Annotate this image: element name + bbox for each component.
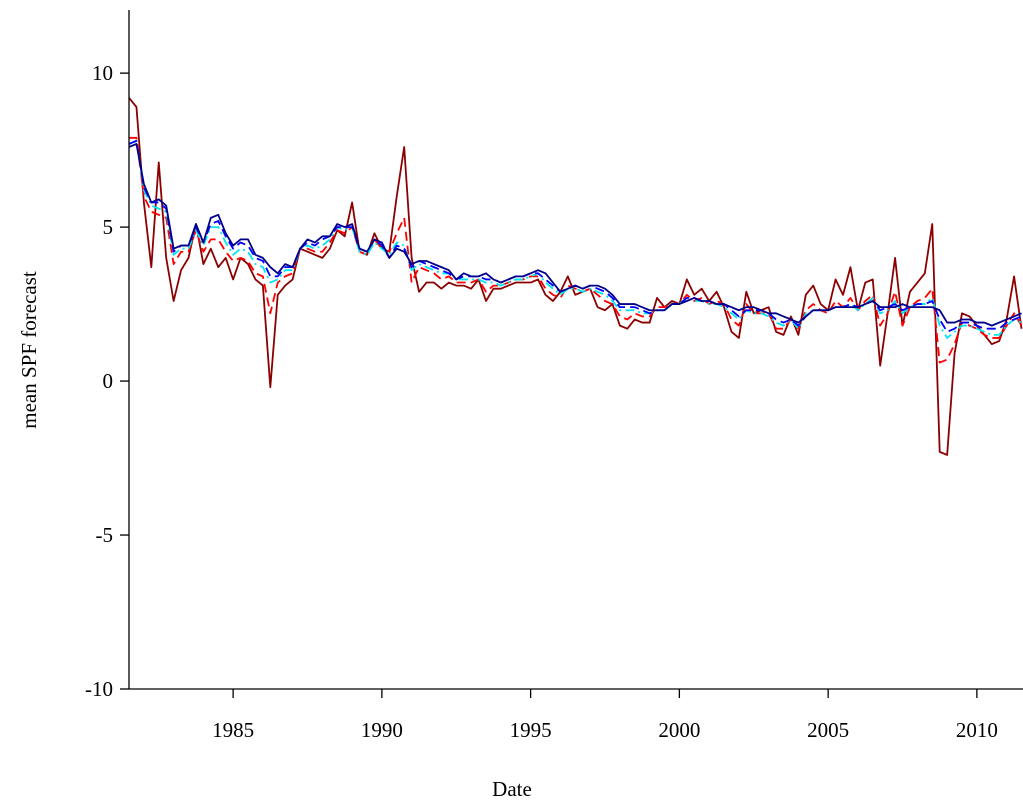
- y-tick-label: 5: [103, 215, 114, 239]
- x-tick-label: 2000: [658, 718, 700, 742]
- x-tick-label: 2005: [807, 718, 849, 742]
- y-tick-label: -10: [85, 677, 113, 701]
- series-line: [129, 139, 1022, 339]
- y-tick-label: 0: [103, 369, 114, 393]
- y-tick-label: -5: [96, 523, 114, 547]
- x-tick-label: 1985: [212, 718, 254, 742]
- x-tick-label: 1995: [510, 718, 552, 742]
- x-tick-label: 2010: [956, 718, 998, 742]
- series-line: [129, 97, 1023, 456]
- y-tick-label: 10: [92, 61, 113, 85]
- x-tick-label: 1990: [361, 718, 403, 742]
- series-line: [129, 139, 1022, 333]
- series-line: [129, 136, 1023, 364]
- x-axis-title: Date: [492, 777, 532, 801]
- y-axis-title: mean SPF forecast: [17, 271, 41, 429]
- plot-area: [129, 97, 1023, 456]
- series-line: [129, 143, 1022, 327]
